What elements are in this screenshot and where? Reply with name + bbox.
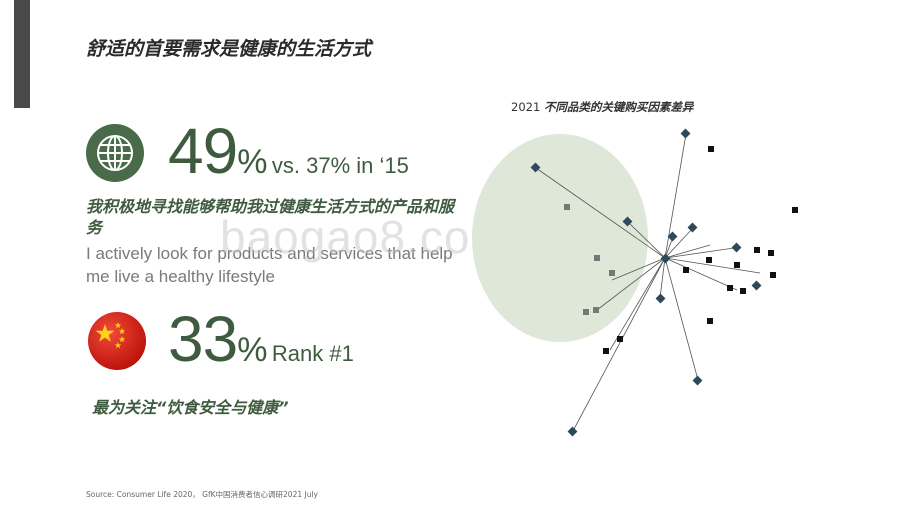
category-node [792, 207, 798, 213]
stat-percent-sign: % [237, 331, 268, 369]
category-node [683, 267, 689, 273]
source-note: Source: Consumer Life 2020， GfK中国消费者信心调研… [86, 490, 318, 499]
category-node [617, 336, 623, 342]
factor-node [731, 242, 742, 253]
category-node [583, 309, 589, 315]
category-node [754, 247, 760, 253]
stat1-headline-cn: 我积极地寻找能够帮助我过健康生活方式的产品和服务 [86, 197, 455, 237]
factor-node [687, 222, 698, 233]
stat-percent-sign: % [237, 143, 268, 181]
category-node [594, 255, 600, 261]
factor-node [692, 375, 703, 386]
factor-node [667, 231, 678, 242]
chart-title-year: 2021 [511, 100, 541, 114]
category-node [564, 204, 570, 210]
category-node [593, 307, 599, 313]
category-node [740, 288, 746, 294]
stat-number: 49 [168, 115, 238, 187]
stat-comparison: vs. 37% in ‘15 [271, 153, 409, 178]
chart-title-label: 不同品类的关键购买因素差异 [543, 100, 694, 114]
category-node [609, 270, 615, 276]
category-nodes [603, 146, 798, 354]
stat-rank: Rank #1 [271, 341, 354, 366]
stat1-text-en: I actively look for products and service… [86, 244, 453, 286]
category-node [734, 262, 740, 268]
globe-icon [86, 124, 144, 182]
side-accent-bar [14, 0, 30, 108]
category-node [707, 318, 713, 324]
stat2-headline-cn: 最为关注“饮食安全与健康” [92, 398, 289, 417]
stat-33-block: 33% Rank #1 [168, 302, 354, 376]
category-node [770, 272, 776, 278]
category-node [727, 285, 733, 291]
chart-title: 2021 不同品类的关键购买因素差异 [511, 99, 693, 115]
factor-node [567, 426, 578, 437]
category-node [603, 348, 609, 354]
health-cluster-highlight [472, 134, 648, 342]
factor-node [655, 293, 666, 304]
china-flag-icon [88, 312, 146, 370]
factor-node [660, 253, 671, 264]
factor-node [680, 128, 691, 139]
factor-node [530, 162, 541, 173]
category-node [706, 257, 712, 263]
factor-nodes [530, 128, 762, 437]
stat-number: 33 [168, 303, 238, 375]
stat-49-block: 49% vs. 37% in ‘15 [168, 114, 409, 188]
category-node [708, 146, 714, 152]
watermark: baogao8.com [220, 211, 510, 263]
health-category-nodes [564, 204, 615, 315]
category-node [768, 250, 774, 256]
slide-title: 舒适的首要需求是健康的生活方式 [86, 38, 372, 60]
factor-node [751, 280, 762, 291]
factor-node [622, 216, 633, 227]
